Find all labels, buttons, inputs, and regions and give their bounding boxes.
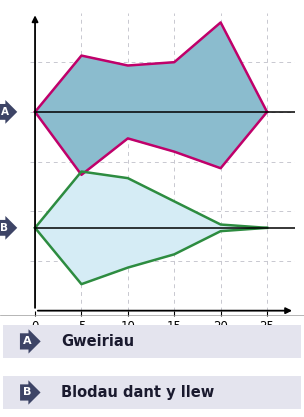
Text: B: B — [1, 223, 9, 233]
Text: Blodau dant y llew: Blodau dant y llew — [61, 385, 214, 400]
Text: Gweiriau: Gweiriau — [61, 334, 134, 349]
Text: A: A — [1, 107, 9, 117]
Bar — [3, 376, 301, 409]
Text: A: A — [23, 337, 32, 347]
Polygon shape — [35, 171, 267, 284]
Polygon shape — [35, 23, 267, 175]
Bar — [3, 325, 301, 358]
Text: B: B — [23, 387, 32, 397]
X-axis label: Pellter (m): Pellter (m) — [123, 340, 203, 355]
